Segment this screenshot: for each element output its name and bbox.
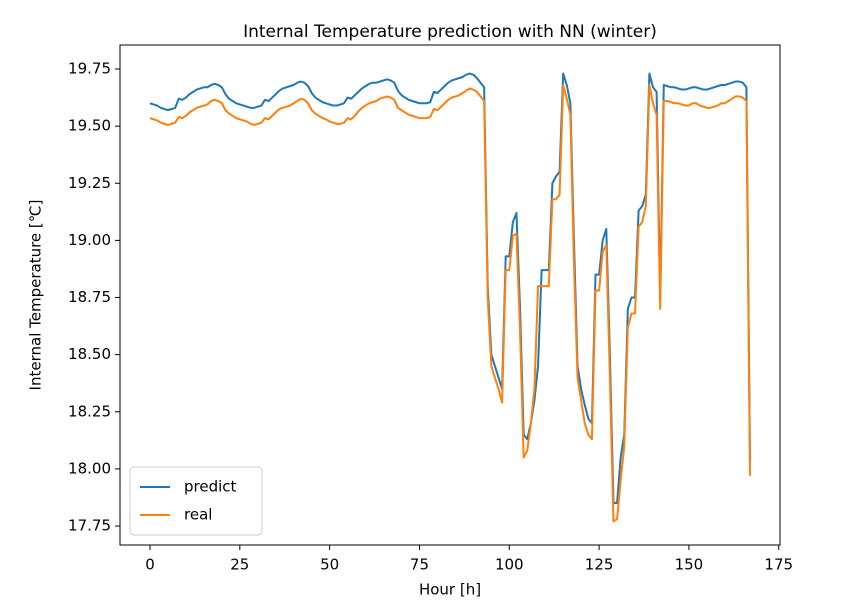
x-axis-label: Hour [h] — [419, 581, 481, 599]
legend-box — [129, 466, 263, 536]
y-tick-label: 18.75 — [68, 288, 111, 306]
x-tick-label: 125 — [585, 556, 614, 574]
x-tick-label: 100 — [495, 556, 524, 574]
line-series — [149, 72, 751, 505]
x-tick-label: 150 — [675, 556, 704, 574]
y-tick-label: 19.00 — [68, 231, 111, 249]
y-tick-label: 19.25 — [68, 174, 111, 192]
y-axis-label: Internal Temperature [℃] — [27, 200, 45, 391]
y-tick-label: 19.75 — [68, 59, 111, 77]
x-tick-label: 0 — [145, 556, 155, 574]
x-tick-label: 75 — [410, 556, 429, 574]
x-tick-label: 50 — [320, 556, 339, 574]
x-tick-label: 175 — [764, 556, 793, 574]
y-tick-label: 17.75 — [68, 517, 111, 535]
y-tick-label: 18.25 — [68, 402, 111, 420]
legend-label: predict — [184, 478, 237, 496]
chart-title: Internal Temperature prediction with NN … — [243, 22, 657, 42]
x-tick-label: 25 — [230, 556, 249, 574]
y-tick-label: 19.50 — [68, 117, 111, 135]
plot-frame — [119, 44, 781, 546]
y-tick-label: 18.50 — [68, 345, 111, 363]
legend-label: real — [184, 506, 212, 524]
line-series — [149, 83, 751, 523]
y-tick-label: 18.00 — [68, 459, 111, 477]
